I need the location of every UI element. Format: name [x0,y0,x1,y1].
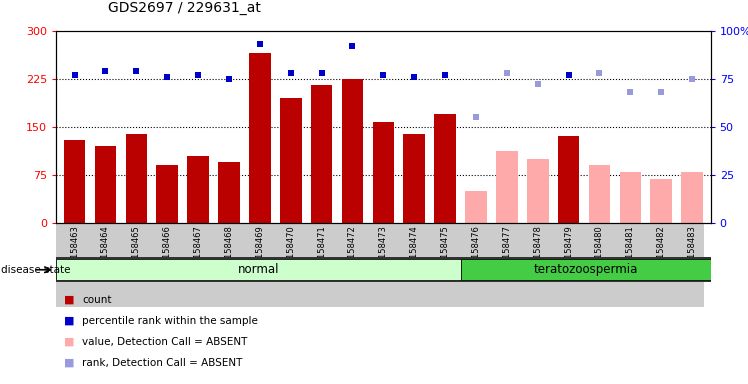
Bar [95,146,116,223]
Bar [435,114,456,223]
Bar [462,259,711,280]
Text: teratozoospermia: teratozoospermia [534,263,638,276]
Bar [373,122,394,223]
Bar [218,162,240,223]
Bar [527,159,548,223]
Text: ■: ■ [64,337,74,347]
Text: percentile rank within the sample: percentile rank within the sample [82,316,258,326]
Bar [465,191,487,223]
Text: normal: normal [238,263,280,276]
Text: disease state: disease state [1,265,71,275]
Text: ■: ■ [64,295,74,305]
Bar [126,134,147,223]
Text: ■: ■ [64,316,74,326]
Text: rank, Detection Call = ABSENT: rank, Detection Call = ABSENT [82,358,242,368]
Bar [681,172,703,223]
Bar [619,172,641,223]
Text: GDS2697 / 229631_at: GDS2697 / 229631_at [108,2,261,15]
Bar [56,223,705,307]
Bar [64,139,85,223]
Bar [651,179,672,223]
Bar [249,53,271,223]
Text: value, Detection Call = ABSENT: value, Detection Call = ABSENT [82,337,248,347]
Bar [342,79,364,223]
Bar [403,134,425,223]
Bar [558,136,580,223]
Text: ■: ■ [64,358,74,368]
Text: count: count [82,295,111,305]
Bar [496,151,518,223]
Bar [56,259,462,280]
Bar [589,165,610,223]
Bar [280,98,301,223]
Bar [156,165,178,223]
Bar [187,156,209,223]
Bar [311,85,332,223]
